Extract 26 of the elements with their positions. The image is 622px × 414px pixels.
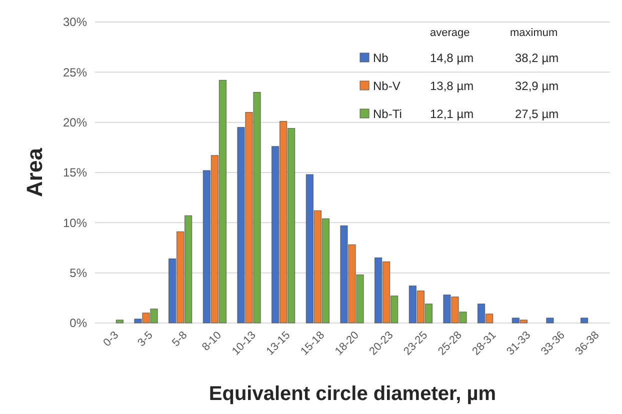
bar [116, 320, 124, 324]
x-axis-title: Equivalent circle diameter, µm [208, 383, 496, 405]
y-tick-label: 15% [62, 166, 88, 180]
y-axis-title: Area [22, 147, 47, 197]
x-tick-label: 0-3 [101, 329, 122, 350]
x-tick-label: 3-5 [136, 329, 156, 350]
annotation: 13,8 µm [430, 79, 474, 94]
annotation: 14,8 µm [430, 51, 474, 66]
legend-label: Nb-Ti [373, 107, 402, 122]
y-tick-label: 25% [62, 65, 88, 80]
annotation: 32,9 µm [515, 79, 559, 94]
annotation: average [430, 27, 470, 39]
y-tick-label: 10% [62, 216, 88, 230]
y-tick-label: 20% [62, 116, 88, 130]
annotation: 38,2 µm [515, 51, 559, 66]
annotation: 12,1 µm [430, 107, 474, 122]
annotation: 27,5 µm [515, 107, 559, 122]
legend-label: Nb-V [373, 79, 400, 94]
bar [580, 318, 588, 324]
y-tick-label: 5% [70, 266, 88, 280]
y-tick-label: 0% [70, 316, 88, 330]
legend-label: Nb [373, 51, 389, 66]
bar [546, 318, 554, 324]
x-tick-label: 5-8 [170, 329, 190, 350]
annotation: maximum [510, 27, 558, 39]
y-tick-label: 30% [62, 15, 88, 30]
